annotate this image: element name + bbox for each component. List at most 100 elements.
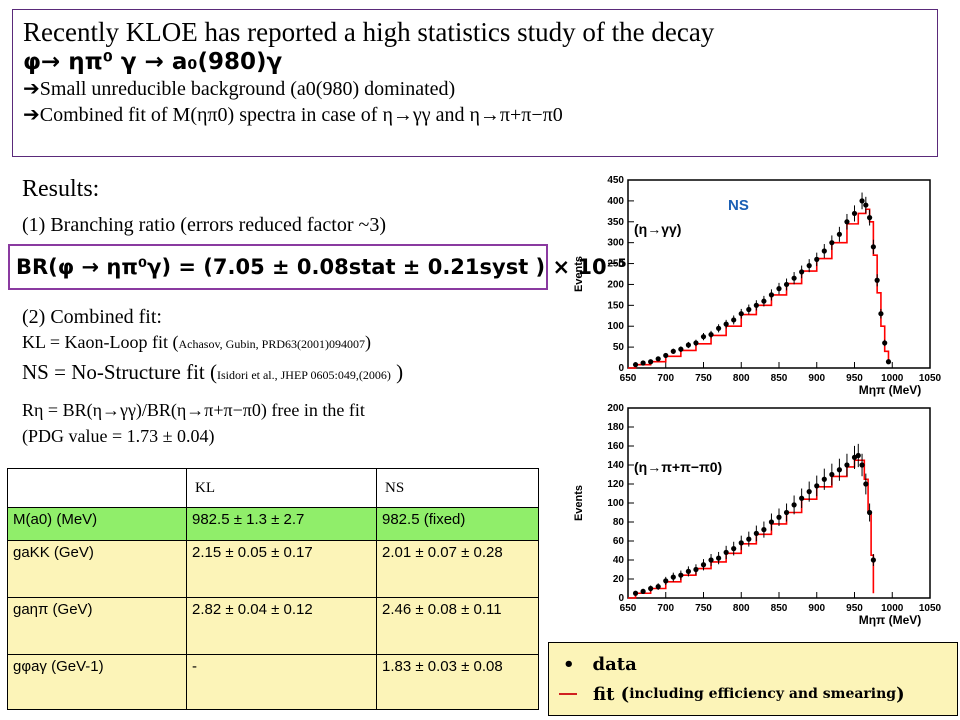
data-point [821,476,827,482]
data-point [678,572,684,578]
data-point [806,263,812,269]
table-cell-param: M(a0) (MeV) [7,507,187,541]
x-tick-label: 900 [808,373,825,384]
y-tick-label: 100 [607,321,624,332]
legend-item-fit: fit (including efficiency and smearing) [559,679,947,709]
data-point [655,356,661,362]
data-point [723,549,729,555]
data-point [855,452,861,459]
fit-curve [628,459,875,599]
legend-line-icon [559,693,577,695]
x-tick-label: 950 [846,603,863,614]
data-point [814,256,820,262]
fit-results-table: KL NS M(a0) (MeV) 982.5 ± 1.3 ± 2.7 982.… [7,468,539,710]
data-point [867,215,873,221]
legend-box: • data fit (including efficiency and sme… [548,642,958,716]
data-point [746,306,752,313]
branching-ratio-box: BR(φ → ηπ⁰γ) = (7.05 ± 0.08stat ± 0.21sy… [8,244,627,290]
x-axis-label: Mηπ (MeV) [859,613,922,627]
ns-line: NS = No-Structure fit ( [22,360,217,384]
data-point [640,360,646,366]
y-axis-label: Events [573,485,585,521]
decay-formula-text: φ→ ηπ⁰ γ → a₀(980)γ [23,49,283,75]
fit-curve [628,208,890,369]
data-point [844,462,850,468]
y-tick-label: 0 [618,363,624,374]
ns-definition: NS = No-Structure fit (Isidori et al., J… [22,360,404,384]
bullet-1-text: Small unreducible background (a0(980) do… [39,78,456,100]
data-point [799,269,805,275]
plot-eta-three-pi: 650 700 750 800 850 900 950 1000 1050 0 20 40 60 80 10… [573,403,942,627]
plot-frame [627,407,931,599]
data-point [648,359,654,365]
table-cell-param: gaηπ (GeV) [7,597,187,655]
data-point [693,340,699,346]
y-tick-label: 50 [613,342,625,353]
legend-item-data: • data [559,649,947,679]
data-point [859,462,865,468]
table-header-cell [7,468,187,508]
table-row: gaKK (GeV) 2.15 ± 0.05 ± 0.17 2.01 ± 0.0… [7,540,539,598]
data-point [806,489,812,495]
table-row: gφaγ (GeV-1) - 1.83 ± 0.03 ± 0.08 [7,654,539,710]
data-point [753,530,759,536]
bullet-1: ➔Small unreducible background (a0(980) d… [23,78,456,100]
table-row: gaηπ (GeV) 2.82 ± 0.04 ± 0.12 2.46 ± 0.0… [7,597,539,655]
x-tick-label: 650 [620,373,637,384]
data-point [836,231,842,237]
data-point [693,566,699,573]
table-cell-param: gaKK (GeV) [7,540,187,598]
y-tick-label: 80 [613,517,625,528]
x-tick-label: 900 [808,603,825,614]
x-tick-label: 800 [733,603,750,614]
channel-label: (η→γγ) [634,221,681,237]
results-item-2: (2) Combined fit: [22,306,162,328]
table-row: M(a0) (MeV) 982.5 ± 1.3 ± 2.7 982.5 (fix… [7,507,539,541]
kl-line: KL = Kaon-Loop fit ( [22,332,179,352]
data-point [783,509,790,516]
legend-fit-close: ) [896,683,905,705]
data-point [776,286,782,292]
data-point [670,574,676,580]
ns-reference: Isidori et al., JHEP 0605:049,(2006) [216,368,391,382]
table-header-row: KL NS [7,468,539,508]
y-tick-label: 0 [618,593,624,604]
x-tick-label: 850 [771,603,788,614]
x-tick-label: 700 [657,373,674,384]
data-point [685,342,691,348]
x-tick-label: 1000 [881,603,904,614]
legend-data-label: data [592,653,637,675]
table-cell-kl: - [186,654,377,710]
y-tick-label: 200 [607,279,624,290]
y-tick-label: 120 [607,479,624,490]
x-tick-label: 1050 [919,373,942,384]
headline-box: Recently KLOE has reported a high statis… [12,9,938,157]
data-point [655,584,661,590]
x-tick-label: 950 [846,373,863,384]
data-point [829,240,835,246]
data-point [844,219,850,225]
data-point [882,340,888,346]
x-tick-label: 750 [695,373,712,384]
data-point [708,557,714,563]
x-tick-label: 750 [695,603,712,614]
data-point [738,540,744,546]
y-tick-label: 350 [607,217,624,228]
y-tick-label: 180 [607,422,624,433]
channel-label: (η→π+π−π0) [634,459,722,475]
x-tick-label: 700 [657,603,674,614]
data-point [768,519,775,525]
y-tick-label: 60 [613,536,625,547]
data-point [731,317,737,323]
data-point [821,248,827,254]
legend-fit-label: fit ( [593,683,630,705]
x-tick-label: 1000 [881,373,904,384]
data-point [859,198,865,204]
data-point [870,244,876,250]
kl-reference: Achasov, Gubin, PRD63(2001)094007 [178,337,365,351]
y-axis-label: Events [573,256,585,292]
table-cell-kl: 982.5 ± 1.3 ± 2.7 [186,507,377,541]
data-point [829,471,835,478]
data-point [700,562,707,568]
data-point [874,277,880,283]
